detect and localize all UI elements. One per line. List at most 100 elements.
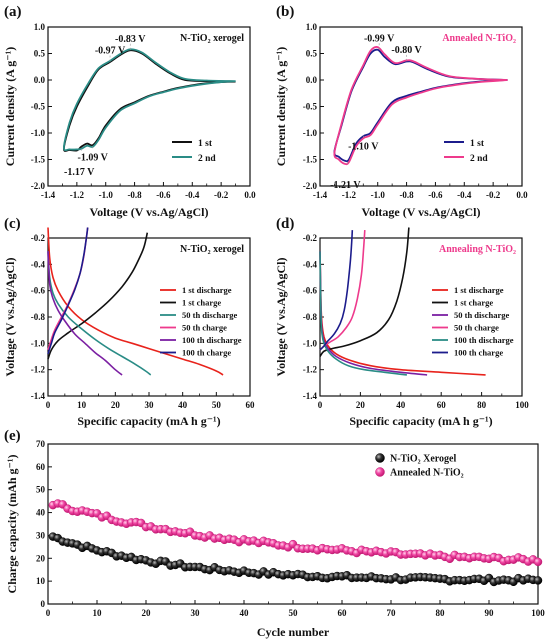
x-tick-label: 100 <box>515 400 529 410</box>
y-tick-label: -1.0 <box>303 128 318 138</box>
peak-label: -0.83 V <box>115 34 146 45</box>
y-tick-label: 60 <box>36 462 46 472</box>
legend-label: Annealed N-TiO₂ <box>390 468 464 479</box>
y-tick-label: -1.0 <box>31 128 46 138</box>
legend-label: 100 th charge <box>182 348 231 358</box>
x-tick-label: 100 <box>531 608 545 618</box>
x-tick-label: -1.4 <box>313 190 328 200</box>
y-tick-label: -0.2 <box>31 233 46 243</box>
y-tick-label: -1.5 <box>303 155 318 165</box>
x-tick-label: 80 <box>436 608 446 618</box>
y-tick-label: -0.8 <box>31 312 46 322</box>
x-tick-label: 60 <box>338 608 348 618</box>
y-tick-label: -0.6 <box>31 286 46 296</box>
y-tick-label: -1.2 <box>303 365 318 375</box>
series-line <box>333 46 508 166</box>
x-tick-label: -0.4 <box>457 190 472 200</box>
peak-label: -0.97 V <box>95 45 126 56</box>
x-tick-label: 30 <box>191 608 201 618</box>
x-tick-label: 70 <box>387 608 397 618</box>
x-tick-label: -0.6 <box>156 190 171 200</box>
panel-b: -1.4 -1.2 -1.0 -0.8 -0.6 -0.4 -0.2 0.0 -2.0 -1.5 -… <box>274 4 528 219</box>
y-tick-label: -0.5 <box>31 102 46 112</box>
peak-label: -1.09 V <box>78 152 109 163</box>
x-tick-label: 10 <box>93 608 103 618</box>
legend-label: 50 th discharge <box>454 310 509 320</box>
x-axis-label: Voltage (V vs.Ag/AgCl) <box>90 205 209 219</box>
legend-label: 2 nd <box>198 154 216 164</box>
x-axis-label: Specific capacity (mA h g⁻¹) <box>349 414 492 428</box>
y-tick-label: -1.2 <box>31 365 46 375</box>
y-axis-label: Voltage (V vs.Ag/AgCl) <box>3 257 17 376</box>
y-axis-label: Voltage (V vs.Ag/AgCl) <box>274 257 288 376</box>
x-tick-label: 60 <box>246 400 256 410</box>
legend-label: 1 st discharge <box>182 285 232 295</box>
y-tick-label: 0.5 <box>34 49 46 59</box>
x-axis-label: Specific capacity (mA h g⁻¹) <box>77 414 220 428</box>
y-tick-label: 0.5 <box>306 49 318 59</box>
y-tick-label: 70 <box>36 439 46 449</box>
y-tick-label: 20 <box>36 553 46 563</box>
series-line <box>319 251 428 376</box>
series-line <box>47 251 123 376</box>
y-axis-label: Current density (A g⁻¹) <box>274 47 288 166</box>
x-tick-label: 50 <box>289 608 299 618</box>
data-point <box>533 576 543 585</box>
x-tick-label: 60 <box>437 400 447 410</box>
series-line <box>319 251 407 376</box>
x-tick-label: -1.2 <box>70 190 85 200</box>
x-tick-label: 0.0 <box>516 190 528 200</box>
x-tick-label: 50 <box>212 400 222 410</box>
legend-label: 1 st <box>198 139 213 149</box>
y-axis-label: Current density (A g⁻¹) <box>3 47 17 166</box>
x-tick-label: -1.4 <box>41 190 56 200</box>
panel-title: Annealing N-TiO₂ <box>439 244 516 255</box>
y-tick-label: 50 <box>36 485 46 495</box>
series-line <box>319 230 366 351</box>
y-tick-label: -2.0 <box>303 181 318 191</box>
legend-label: 100 th charge <box>454 348 503 358</box>
panel-a: -1.4 -1.2 -1.0 -0.8 -0.6 -0.4 -0.2 0.0 -2.0 -1.5 -… <box>3 4 256 219</box>
legend-label: 50 th charge <box>182 323 227 333</box>
legend-label: 50 th charge <box>454 323 499 333</box>
x-axis-label: Cycle number <box>257 625 330 639</box>
legend-marker <box>375 467 385 477</box>
x-tick-label: -0.2 <box>214 190 229 200</box>
legend-label: 100 th discharge <box>454 335 514 345</box>
legend-marker <box>375 453 385 463</box>
legend-label: 1 st <box>470 139 485 149</box>
y-tick-label: -2.0 <box>31 181 46 191</box>
series-line <box>47 251 152 376</box>
x-tick-label: 40 <box>396 400 406 410</box>
legend-label: 1 st charge <box>454 298 493 308</box>
x-tick-label: 20 <box>356 400 366 410</box>
panel-label: (b) <box>276 4 294 20</box>
y-tick-label: -1.4 <box>303 391 318 401</box>
panel-label: (c) <box>4 216 21 232</box>
series-line <box>47 227 224 376</box>
y-tick-label: 40 <box>36 508 46 518</box>
y-tick-label: 30 <box>36 530 46 540</box>
x-tick-label: -0.8 <box>399 190 414 200</box>
y-tick-label: 0.0 <box>34 75 46 85</box>
legend-label: 1 st discharge <box>454 285 504 295</box>
y-tick-label: 1.0 <box>306 22 318 32</box>
peak-label: -1.10 V <box>348 142 379 153</box>
series-points <box>48 499 543 567</box>
x-tick-label: -1.0 <box>371 190 386 200</box>
x-tick-label: -0.6 <box>428 190 443 200</box>
x-tick-label: 0.0 <box>244 190 256 200</box>
legend-label: 2 nd <box>470 154 488 164</box>
x-tick-label: 90 <box>485 608 495 618</box>
legend-label: N-TiO₂ Xerogel <box>390 454 456 465</box>
y-axis-label: Charge capacity (mAh g⁻¹) <box>5 455 19 594</box>
x-tick-label: 20 <box>111 400 121 410</box>
y-tick-label: -0.4 <box>303 259 318 269</box>
panel-title: N-TiO₂ xerogel <box>180 244 244 255</box>
peak-label: -1.21 V <box>330 180 361 191</box>
x-tick-label: 40 <box>240 608 250 618</box>
panel-title: N-TiO₂ xerogel <box>180 33 244 44</box>
series-line <box>47 227 89 355</box>
series-line <box>63 49 236 152</box>
peak-label: -1.17 V <box>64 167 95 178</box>
